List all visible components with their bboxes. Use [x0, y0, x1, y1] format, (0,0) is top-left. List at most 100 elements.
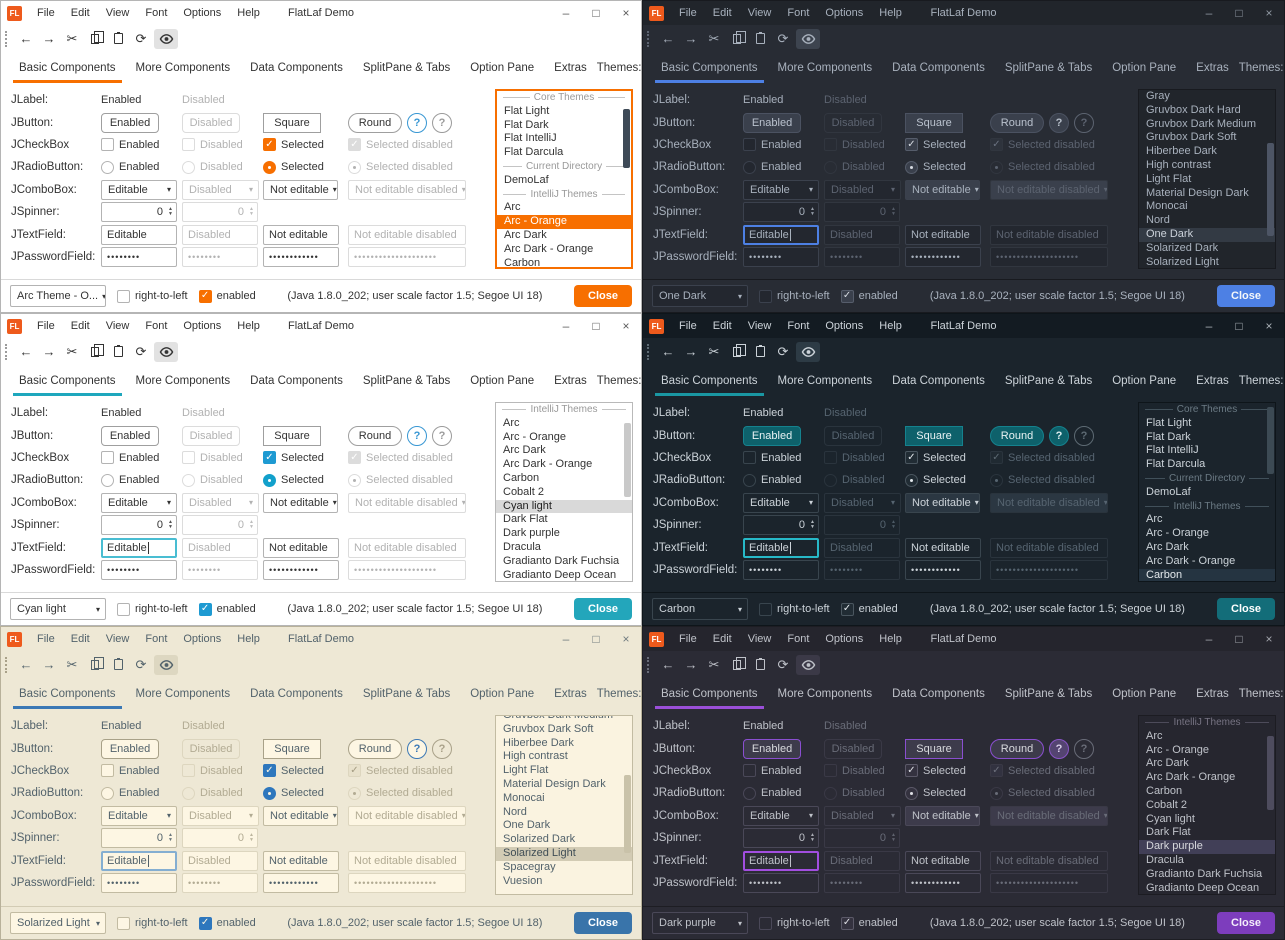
- tab-option-pane[interactable]: Option Pane: [1112, 374, 1177, 387]
- menu-view[interactable]: View: [747, 633, 772, 645]
- eye-toggle-icon[interactable]: [154, 28, 178, 49]
- tab-splitpane-tabs[interactable]: SplitPane & Tabs: [1004, 687, 1093, 700]
- close-window-button[interactable]: ×: [1265, 319, 1273, 333]
- tab-more-components[interactable]: More Components: [777, 61, 873, 74]
- theme-list-item[interactable]: Gruvbox Dark Medium: [1146, 117, 1257, 130]
- right-to-left-checkbox[interactable]: ✓: [759, 916, 772, 930]
- square-button[interactable]: Square: [905, 112, 963, 133]
- maximize-button[interactable]: □: [1235, 632, 1243, 646]
- textfield-not-editable[interactable]: Not editable: [905, 224, 981, 245]
- theme-list-item[interactable]: Gruvbox Dark Soft: [503, 722, 594, 735]
- theme-list-item[interactable]: Arc Dark: [1146, 540, 1189, 553]
- spinner-enabled[interactable]: 0 ▲ ▼: [743, 828, 819, 849]
- menu-view[interactable]: View: [747, 320, 772, 332]
- menu-edit[interactable]: Edit: [70, 320, 90, 332]
- checkbox-selected[interactable]: ✓: [263, 451, 276, 465]
- square-button[interactable]: Square: [263, 738, 321, 759]
- menu-options[interactable]: Options: [183, 320, 222, 332]
- theme-list-item[interactable]: Flat Light: [504, 104, 550, 117]
- menu-font[interactable]: Font: [787, 7, 810, 19]
- close-button[interactable]: Close: [574, 285, 632, 307]
- passwordfield-not-editable[interactable]: ••••••••••••: [905, 872, 981, 893]
- copy-icon[interactable]: [727, 342, 747, 362]
- minimize-button[interactable]: –: [562, 632, 570, 646]
- theme-list-item[interactable]: Gradianto Deep Ocean: [1146, 881, 1260, 894]
- theme-list-item[interactable]: Light Flat: [503, 764, 549, 777]
- theme-list-item[interactable]: Solarized Dark: [1146, 241, 1219, 254]
- theme-list-item[interactable]: Hiberbee Dark: [1146, 145, 1217, 158]
- refresh-icon[interactable]: ⟳: [777, 656, 789, 672]
- passwordfield-editable[interactable]: ••••••••: [101, 559, 177, 580]
- theme-list-item[interactable]: Arc Dark: [1146, 757, 1189, 770]
- tab-data-components[interactable]: Data Components: [892, 61, 985, 74]
- combobox-not-editable[interactable]: Not editable ▾: [905, 492, 980, 513]
- menu-file[interactable]: File: [37, 633, 55, 645]
- tab-extras[interactable]: Extras: [554, 687, 587, 700]
- tab-option-pane[interactable]: Option Pane: [470, 374, 535, 387]
- theme-list-item[interactable]: Spacegray: [503, 860, 556, 873]
- menu-edit[interactable]: Edit: [712, 7, 732, 19]
- theme-list-item[interactable]: Solarized Dark: [503, 833, 576, 846]
- theme-list-item[interactable]: Monocai: [1146, 200, 1188, 213]
- refresh-icon[interactable]: ⟳: [777, 343, 789, 359]
- radio-selected[interactable]: [905, 786, 918, 800]
- menu-edit[interactable]: Edit: [70, 7, 90, 19]
- theme-combobox[interactable]: Solarized Light ▾: [10, 912, 106, 934]
- cut-icon[interactable]: ✂: [66, 343, 78, 359]
- menu-file[interactable]: File: [679, 633, 697, 645]
- textfield-editable[interactable]: Editable: [743, 850, 819, 871]
- close-window-button[interactable]: ×: [622, 319, 630, 333]
- theme-list-item[interactable]: Gradianto Dark Fuchsia: [503, 554, 620, 567]
- theme-list-item[interactable]: Cobalt 2: [1146, 798, 1187, 811]
- enabled-button[interactable]: Enabled: [101, 112, 159, 133]
- combobox-not-editable[interactable]: Not editable ▾: [263, 179, 338, 200]
- textfield-editable[interactable]: Editable: [101, 224, 177, 245]
- back-icon[interactable]: ←: [19, 657, 33, 672]
- tab-basic-components[interactable]: Basic Components: [651, 365, 768, 396]
- scrollbar-thumb[interactable]: [623, 108, 630, 169]
- toolbar-grip[interactable]: [5, 656, 10, 673]
- back-icon[interactable]: ←: [661, 31, 675, 46]
- tab-more-components[interactable]: More Components: [135, 61, 231, 74]
- theme-list-item[interactable]: Carbon: [1146, 784, 1183, 797]
- theme-list-item[interactable]: Cobalt 2: [503, 485, 544, 498]
- maximize-button[interactable]: □: [1235, 6, 1243, 20]
- spinner-enabled[interactable]: 0 ▲ ▼: [743, 202, 819, 223]
- spinner-enabled[interactable]: 0 ▲ ▼: [101, 515, 177, 536]
- eye-toggle-icon[interactable]: [796, 28, 820, 49]
- theme-combobox[interactable]: Dark purple ▾: [652, 912, 748, 934]
- theme-list-item[interactable]: Dark purple: [503, 527, 560, 540]
- theme-list-item[interactable]: Gradianto Dark Fuchsia: [1146, 867, 1263, 880]
- toolbar-grip[interactable]: [647, 30, 652, 47]
- refresh-icon[interactable]: ⟳: [135, 343, 147, 359]
- theme-list-item[interactable]: Flat Light: [1146, 416, 1192, 429]
- toolbar-grip[interactable]: [647, 656, 652, 673]
- theme-list-item[interactable]: Carbon: [1139, 568, 1275, 581]
- combobox-not-editable[interactable]: Not editable ▾: [905, 805, 980, 826]
- passwordfield-editable[interactable]: ••••••••: [743, 246, 819, 267]
- theme-list-item[interactable]: Gruvbox Dark Medium: [503, 715, 614, 721]
- theme-combobox[interactable]: Carbon ▾: [652, 598, 748, 620]
- tab-data-components[interactable]: Data Components: [250, 61, 343, 74]
- round-button[interactable]: Round: [990, 738, 1044, 759]
- cut-icon[interactable]: ✂: [66, 30, 78, 46]
- menu-options[interactable]: Options: [825, 320, 864, 332]
- textfield-not-editable[interactable]: Not editable: [263, 850, 339, 871]
- theme-combobox[interactable]: Cyan light ▾: [10, 598, 106, 620]
- checkbox-selected[interactable]: ✓: [263, 764, 276, 778]
- theme-list-item[interactable]: DemoLaf: [1146, 485, 1191, 498]
- tab-extras[interactable]: Extras: [1196, 61, 1229, 74]
- enabled-button[interactable]: Enabled: [101, 738, 159, 759]
- theme-list-item[interactable]: Arc - Orange: [503, 430, 566, 443]
- checkbox-enabled[interactable]: ✓: [101, 451, 114, 465]
- combobox-editable[interactable]: Editable ▾: [743, 179, 819, 200]
- menu-font[interactable]: Font: [145, 7, 168, 19]
- theme-list-item[interactable]: Flat Dark: [504, 118, 549, 131]
- combobox-not-editable[interactable]: Not editable ▾: [905, 179, 980, 200]
- spinner-enabled[interactable]: 0 ▲ ▼: [743, 515, 819, 536]
- theme-list-item[interactable]: Material Design Dark: [503, 777, 606, 790]
- cut-icon[interactable]: ✂: [708, 656, 720, 672]
- back-icon[interactable]: ←: [661, 657, 675, 672]
- copy-icon[interactable]: [85, 29, 105, 49]
- tab-data-components[interactable]: Data Components: [892, 374, 985, 387]
